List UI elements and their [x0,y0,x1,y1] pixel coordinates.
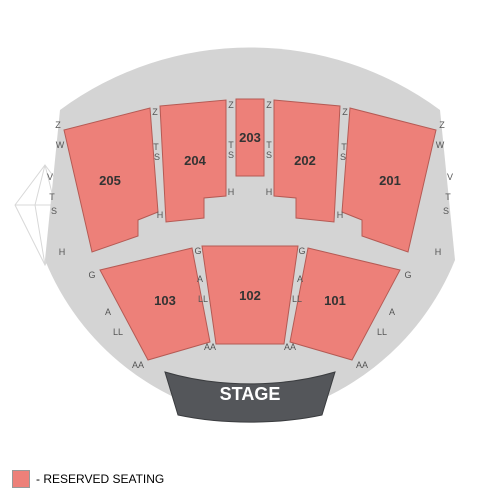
row-h-2: H [228,187,235,197]
or-v: V [447,172,453,182]
section-203-label: 203 [239,130,261,145]
legend-label: - RESERVED SEATING [36,472,164,486]
section-205-label: 205 [99,173,121,188]
or-g: G [404,270,411,280]
row-z: Z [152,107,158,117]
ol-a: A [105,307,111,317]
or-t: T [445,192,451,202]
row-h: H [157,210,164,220]
chart-svg: 205 204 203 202 201 103 102 101 STAGE Z … [0,0,500,460]
section-204-label: 204 [184,153,206,168]
ol-g: G [88,270,95,280]
row-w-outer-r: W [436,140,445,150]
section-202-label: 202 [294,153,316,168]
row-s-4: S [340,152,346,162]
or-ll: LL [377,327,387,337]
section-201-label: 201 [379,173,401,188]
legend: - RESERVED SEATING [12,470,164,488]
legend-swatch [12,470,30,488]
seating-chart: ticketmaster® RESALE 205 204 203 202 201… [0,0,500,500]
ol-aa: AA [132,360,144,370]
a103-aa: AA [204,342,216,352]
row-h-3: H [266,187,273,197]
row-t-4: T [341,142,347,152]
or-h: H [435,247,442,257]
ol-h: H [59,247,66,257]
row-w-outer-l: W [56,140,65,150]
or-aa: AA [356,360,368,370]
row-s: S [154,152,160,162]
or-a: A [389,307,395,317]
a101-g: G [298,246,305,256]
stage-label: STAGE [220,384,281,404]
row-ts: T [153,142,159,152]
a101-aa: AA [284,342,296,352]
a103-g: G [194,246,201,256]
row-t-2: T [228,140,234,150]
a103-ll: LL [198,294,208,304]
row-z-outer-l: Z [55,120,61,130]
a101-ll: LL [292,294,302,304]
or-s: S [443,206,449,216]
section-103-label: 103 [154,293,176,308]
row-z-outer-r: Z [439,120,445,130]
row-s-3: S [266,150,272,160]
section-101-label: 101 [324,293,346,308]
row-t-3: T [266,140,272,150]
a101-a: A [297,274,303,284]
row-h-4: H [337,210,344,220]
section-102-label: 102 [239,288,261,303]
row-z-4: Z [342,107,348,117]
a103-a: A [197,274,203,284]
ol-t: T [49,192,55,202]
ol-ll: LL [113,327,123,337]
row-s-2: S [228,150,234,160]
ol-v: V [47,172,53,182]
row-z-2: Z [228,100,234,110]
ol-s: S [51,206,57,216]
row-z-3: Z [266,100,272,110]
